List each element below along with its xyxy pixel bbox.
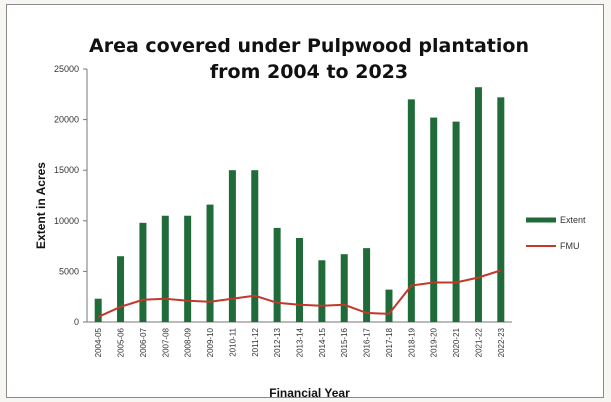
- x-tick-label: 2004-05: [94, 327, 103, 357]
- x-tick-label: 2022-23: [497, 327, 506, 357]
- x-tick-label: 2005-06: [117, 327, 126, 357]
- extent-bar: [340, 254, 348, 322]
- chart-canvas: Area covered under Pulpwood plantation f…: [34, 35, 586, 399]
- x-tick-label: 2014-15: [318, 327, 327, 357]
- x-tick-label: 2015-16: [340, 327, 349, 357]
- y-tick-label: 15000: [54, 165, 79, 175]
- extent-bar: [497, 97, 505, 322]
- extent-bar: [385, 289, 393, 322]
- extent-bar: [139, 222, 147, 322]
- extent-bar: [117, 256, 125, 322]
- extent-bar: [363, 248, 371, 322]
- x-tick-label: 2021-22: [474, 327, 483, 357]
- y-axis-title: Extent in Acres: [34, 162, 48, 249]
- chart-title-line-1: Area covered under Pulpwood plantation: [89, 35, 529, 57]
- legend-label-extent: Extent: [560, 215, 586, 225]
- x-tick-label: 2011-12: [251, 327, 260, 356]
- chart-legend: Extent FMU: [526, 215, 586, 251]
- x-tick-label: 2010-11: [228, 327, 237, 356]
- extent-bars: [94, 87, 505, 323]
- x-tick-label: 2016-17: [363, 327, 372, 357]
- extent-bar: [407, 99, 415, 322]
- x-tick-label: 2013-14: [296, 327, 305, 357]
- x-tick-label: 2008-09: [184, 327, 193, 357]
- x-tick-label: 2020-21: [452, 327, 461, 357]
- x-tick-label: 2009-10: [206, 327, 215, 357]
- chart-frame: Area covered under Pulpwood plantation f…: [6, 4, 604, 399]
- extent-bar: [184, 215, 192, 322]
- y-tick-label: 0: [74, 317, 79, 327]
- extent-bar: [206, 204, 214, 322]
- extent-bar: [251, 170, 259, 322]
- x-tick-label: 2018-19: [407, 327, 416, 357]
- x-axis-title: Financial Year: [269, 386, 350, 399]
- x-tick-label: 2012-13: [273, 327, 282, 357]
- extent-bar: [273, 227, 281, 322]
- y-tick-label: 25000: [54, 64, 79, 74]
- fmu-series-line: [97, 269, 502, 318]
- extent-bar: [296, 238, 303, 322]
- x-axis-ticks: 2004-05 2005-06 2006-07 2007-08 2008-09 2009-…: [94, 327, 506, 357]
- x-tick-label: 2006-07: [139, 327, 148, 357]
- x-tick-label: 2017-18: [385, 327, 394, 357]
- y-axis-ticks: 0 5000 10000 15000 20000 25000: [54, 64, 87, 327]
- x-tick-label: 2019-20: [430, 327, 439, 357]
- extent-bar: [161, 215, 169, 322]
- x-tick-label: 2007-08: [161, 327, 170, 357]
- extent-bar: [94, 298, 102, 322]
- extent-bar: [430, 117, 438, 323]
- y-tick-label: 20000: [54, 115, 79, 125]
- y-tick-label: 5000: [59, 266, 79, 276]
- y-tick-label: 10000: [54, 216, 79, 226]
- chart-title: Area covered under Pulpwood plantation f…: [89, 35, 529, 83]
- chart-title-line-2: from 2004 to 2023: [210, 61, 408, 83]
- extent-bar: [318, 260, 326, 322]
- extent-bar: [474, 87, 482, 322]
- legend-label-fmu: FMU: [560, 241, 580, 251]
- extent-bar: [452, 121, 460, 323]
- extent-bar: [228, 170, 236, 322]
